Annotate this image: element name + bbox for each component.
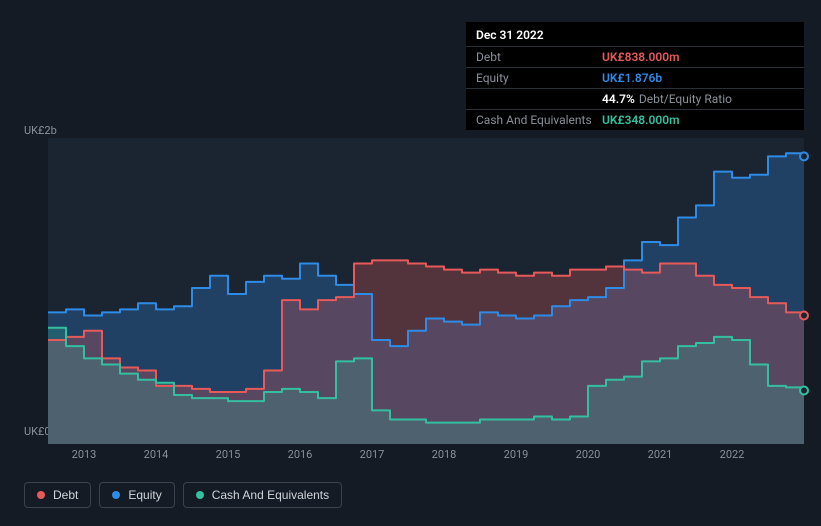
tooltip-label: Cash And Equivalents	[476, 113, 602, 127]
x-tick-label: 2016	[288, 448, 313, 461]
legend-item-cash[interactable]: Cash And Equivalents	[183, 482, 342, 508]
x-tick-label: 2015	[216, 448, 241, 461]
tooltip-row-debt: Debt UK£838.000m	[466, 46, 804, 67]
chart-plot-area[interactable]	[48, 138, 804, 444]
x-tick-label: 2014	[144, 448, 169, 461]
x-tick-label: 2020	[576, 448, 601, 461]
tooltip-value: UK£838.000m	[602, 50, 680, 64]
tooltip-label	[476, 92, 602, 106]
y-axis-label-top: UK£2b	[24, 124, 57, 137]
legend: Debt Equity Cash And Equivalents	[24, 482, 342, 508]
tooltip-value: UK£1.876b	[602, 71, 662, 85]
tooltip-label: Equity	[476, 71, 602, 85]
chart-tooltip: Dec 31 2022 Debt UK£838.000m Equity UK£1…	[466, 22, 804, 130]
legend-dot-icon	[112, 491, 120, 499]
x-tick-label: 2022	[720, 448, 745, 461]
x-tick-label: 2018	[432, 448, 457, 461]
tooltip-row-cash: Cash And Equivalents UK£348.000m	[466, 109, 804, 130]
y-axis-label-bottom: UK£0	[24, 425, 51, 438]
x-tick-label: 2013	[72, 448, 97, 461]
tooltip-value: 44.7%Debt/Equity Ratio	[602, 92, 732, 106]
x-axis-ticks: 2013 2014 2015 2016 2017 2018 2019 2020 2021 2022	[48, 448, 804, 464]
x-tick-label: 2017	[360, 448, 385, 461]
x-tick-label: 2021	[648, 448, 673, 461]
x-tick-label: 2019	[504, 448, 529, 461]
legend-label: Equity	[128, 488, 161, 502]
legend-dot-icon	[37, 491, 45, 499]
legend-label: Cash And Equivalents	[212, 488, 329, 502]
tooltip-label: Debt	[476, 50, 602, 64]
tooltip-value: UK£348.000m	[602, 113, 680, 127]
tooltip-row-ratio: 44.7%Debt/Equity Ratio	[466, 88, 804, 109]
legend-item-equity[interactable]: Equity	[99, 482, 174, 508]
tooltip-date: Dec 31 2022	[466, 28, 804, 46]
legend-item-debt[interactable]: Debt	[24, 482, 91, 508]
legend-dot-icon	[196, 491, 204, 499]
legend-label: Debt	[53, 488, 78, 502]
tooltip-row-equity: Equity UK£1.876b	[466, 67, 804, 88]
chart-svg	[48, 138, 804, 444]
